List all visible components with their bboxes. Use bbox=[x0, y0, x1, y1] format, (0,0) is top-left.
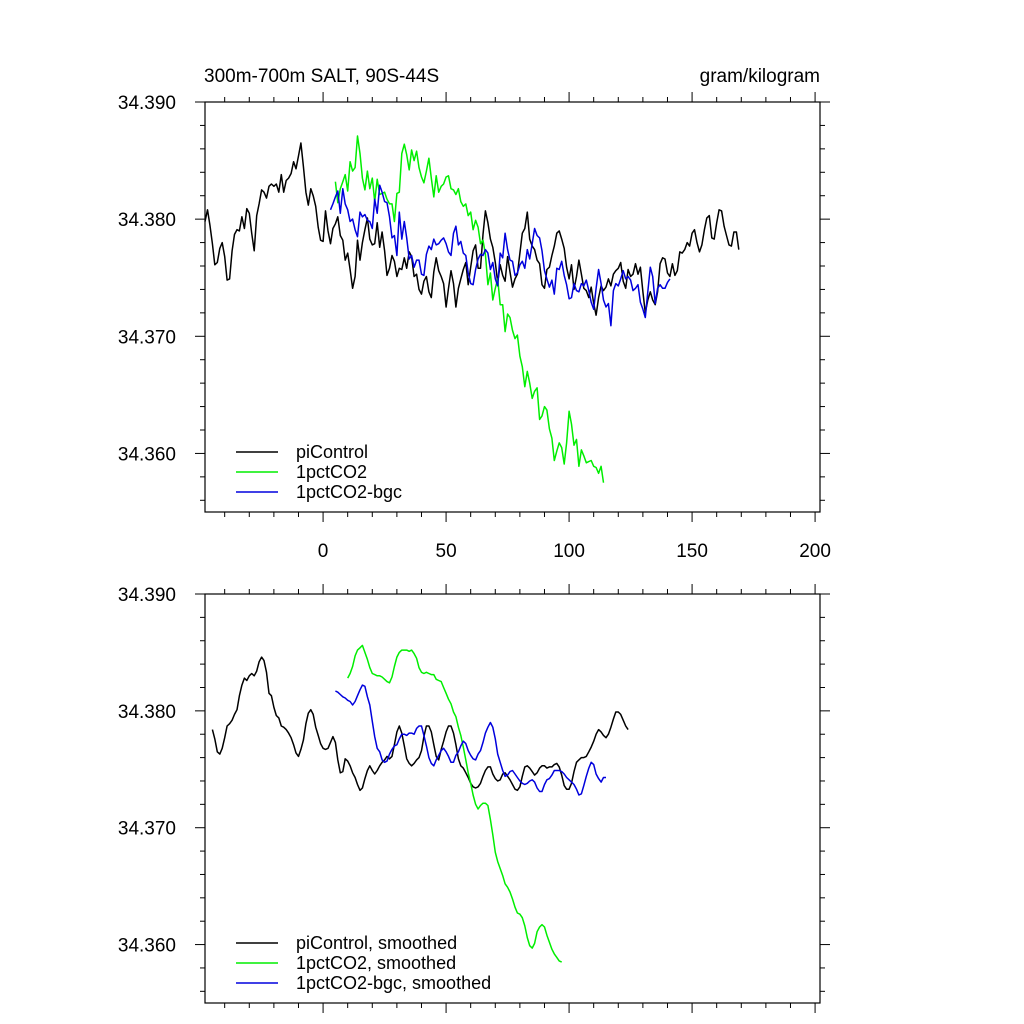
x-tick-label: 200 bbox=[799, 541, 831, 562]
top-panel-title-left: 300m-700m SALT, 90S-44S bbox=[204, 66, 439, 87]
series-line-1pctco2-bgc-smoothed bbox=[335, 684, 606, 796]
y-tick-label: 34.380 bbox=[118, 702, 176, 723]
y-tick-label: 34.380 bbox=[118, 210, 176, 231]
x-tick-label: 0 bbox=[318, 541, 329, 562]
series-line-1pctco2-bgc bbox=[329, 184, 671, 327]
legend-label: piControl, smoothed bbox=[296, 933, 457, 953]
series-line-picontrol-smoothed bbox=[211, 656, 629, 792]
top-panel-plot: 34.360 34.370 34.380 34.390 0 50 100 150 200 piCo… bbox=[118, 92, 831, 562]
bottom-panel: 34.360 34.370 34.380 34.390 piControl, smoot… bbox=[118, 584, 830, 1013]
y-tick-label: 34.360 bbox=[118, 936, 176, 957]
x-tick-label: 100 bbox=[553, 541, 585, 562]
legend-label: piControl bbox=[296, 442, 368, 462]
plot-frame bbox=[204, 593, 821, 1004]
top-panel: 300m-700m SALT, 90S-44S gram/kilogram 34… bbox=[118, 66, 831, 562]
legend-label: 1pctCO2 bbox=[296, 462, 367, 482]
y-tick-label: 34.360 bbox=[118, 444, 176, 465]
legend-label: 1pctCO2-bgc, smoothed bbox=[296, 973, 491, 993]
y-tick-label: 34.370 bbox=[118, 327, 176, 348]
x-tick-label: 150 bbox=[676, 541, 708, 562]
plot-frame bbox=[204, 101, 821, 513]
y-tick-label: 34.390 bbox=[118, 93, 176, 114]
x-tick-label: 50 bbox=[436, 541, 457, 562]
series-line-picontrol bbox=[204, 142, 740, 316]
legend-label: 1pctCO2, smoothed bbox=[296, 953, 456, 973]
top-panel-title-right: gram/kilogram bbox=[700, 66, 820, 87]
y-tick-label: 34.370 bbox=[118, 819, 176, 840]
y-tick-label: 34.390 bbox=[118, 585, 176, 606]
series-line-1pctco2 bbox=[334, 135, 605, 483]
legend-label: 1pctCO2-bgc bbox=[296, 482, 402, 502]
series-line-1pctco2-smoothed bbox=[347, 644, 563, 963]
bottom-panel-plot: 34.360 34.370 34.380 34.390 piControl, smoot… bbox=[118, 584, 830, 1013]
